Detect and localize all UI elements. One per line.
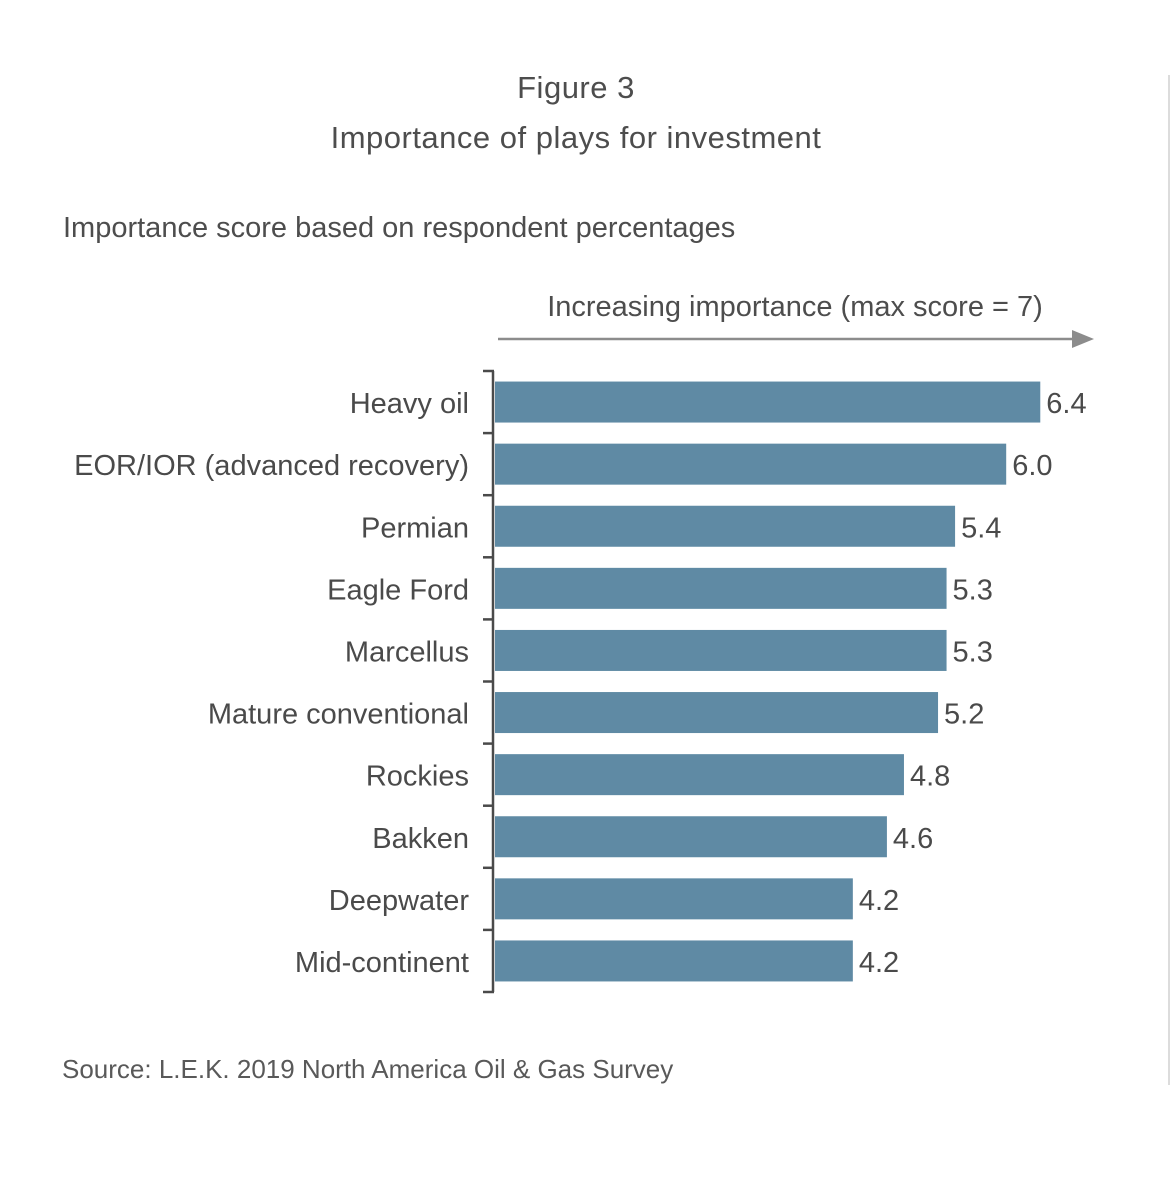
bar — [495, 505, 956, 547]
figure-title: Importance of plays for investment — [330, 120, 822, 155]
category-label: Eagle Ford — [327, 574, 469, 606]
bar — [495, 940, 853, 982]
importance-arrow-head — [1072, 330, 1094, 348]
value-label: 5.3 — [953, 574, 993, 606]
value-label: 5.2 — [944, 699, 984, 731]
category-label: Deepwater — [329, 885, 470, 917]
bar — [495, 629, 947, 671]
bar — [495, 381, 1041, 423]
bar — [495, 878, 853, 920]
category-label: Bakken — [372, 823, 469, 855]
bar — [495, 754, 904, 796]
value-label: 4.8 — [910, 761, 950, 793]
source-note: Source: L.E.K. 2019 North America Oil & … — [62, 1054, 674, 1084]
chart-subtitle: Importance score based on respondent per… — [63, 212, 736, 244]
bar — [495, 567, 947, 609]
bar — [495, 443, 1007, 485]
bar — [495, 692, 939, 734]
category-label: EOR/IOR (advanced recovery) — [74, 450, 469, 482]
value-label: 4.2 — [859, 885, 899, 917]
right-divider — [1168, 75, 1170, 1085]
value-label: 4.2 — [859, 947, 899, 979]
value-label: 4.6 — [893, 823, 933, 855]
category-label: Permian — [361, 512, 469, 544]
value-label: 5.4 — [961, 512, 1001, 544]
category-label: Marcellus — [345, 636, 469, 668]
value-label: 6.0 — [1012, 450, 1052, 482]
category-label: Rockies — [366, 761, 469, 793]
importance-annotation: Increasing importance (max score = 7) — [547, 291, 1043, 323]
category-label: Mature conventional — [208, 699, 469, 731]
bar-chart: Increasing importance (max score = 7) Hea… — [74, 291, 1094, 994]
category-label: Mid-continent — [295, 947, 469, 979]
value-label: 6.4 — [1046, 388, 1086, 420]
figure-label: Figure 3 — [517, 70, 635, 105]
value-label: 5.3 — [953, 636, 993, 668]
category-label: Heavy oil — [350, 388, 469, 420]
bar — [495, 816, 887, 858]
